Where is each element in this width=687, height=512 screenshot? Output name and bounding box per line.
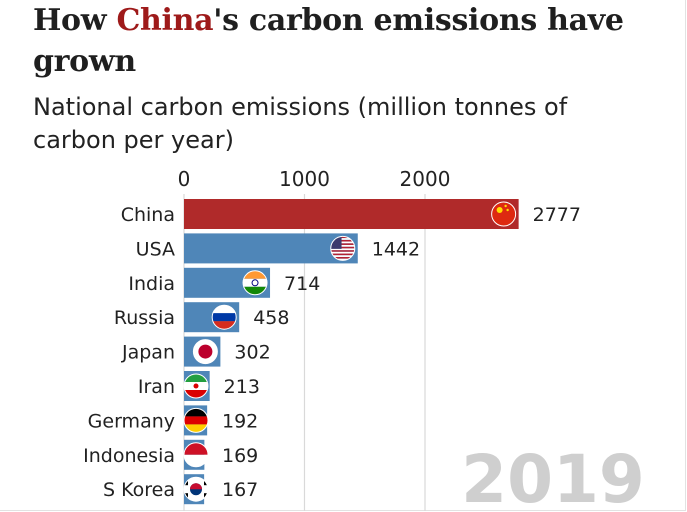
bar-china	[184, 199, 519, 229]
china-flag-icon	[491, 201, 517, 227]
germany-flag-icon	[183, 407, 209, 433]
chart-title: How China's carbon emissions have grown	[33, 3, 624, 79]
value-label: 1442	[372, 238, 420, 260]
category-label: India	[128, 273, 175, 295]
category-label: Germany	[88, 410, 175, 432]
year-label: 2019	[461, 441, 645, 511]
south-korea-flag-icon	[183, 476, 209, 502]
value-label: 714	[284, 273, 320, 295]
category-label: Indonesia	[83, 445, 175, 467]
usa-flag-icon	[330, 235, 356, 261]
x-tick-label: 2000	[400, 167, 451, 191]
bars	[183, 199, 519, 505]
category-label: China	[121, 204, 175, 226]
iran-flag-icon	[183, 373, 209, 399]
x-tick-label: 0	[178, 167, 191, 191]
value-label: 302	[234, 342, 270, 364]
x-tick-label: 1000	[279, 167, 330, 191]
value-label: 169	[222, 445, 258, 467]
value-label: 167	[222, 479, 258, 501]
value-label: 213	[224, 376, 260, 398]
value-label: 2777	[533, 204, 581, 226]
category-label: Iran	[138, 376, 175, 398]
india-flag-icon	[242, 270, 268, 296]
labels: China 2777 USA 1442 India 714 Russia 458 Japan 30…	[83, 204, 581, 501]
x-axis-ticks: 0 1000 2000	[178, 167, 451, 191]
category-label: Japan	[121, 342, 175, 364]
title-highlight: China	[116, 3, 214, 38]
value-label: 192	[222, 410, 258, 432]
category-label: USA	[136, 238, 175, 260]
indonesia-flag-icon	[183, 442, 209, 468]
value-label: 458	[253, 307, 289, 329]
category-label: Russia	[114, 307, 175, 329]
russia-flag-icon	[211, 304, 237, 330]
bar-usa	[184, 233, 358, 264]
japan-flag-icon	[192, 339, 218, 365]
chart-subtitle: National carbon emissions (million tonne…	[33, 93, 568, 154]
category-label: S Korea	[103, 479, 175, 501]
